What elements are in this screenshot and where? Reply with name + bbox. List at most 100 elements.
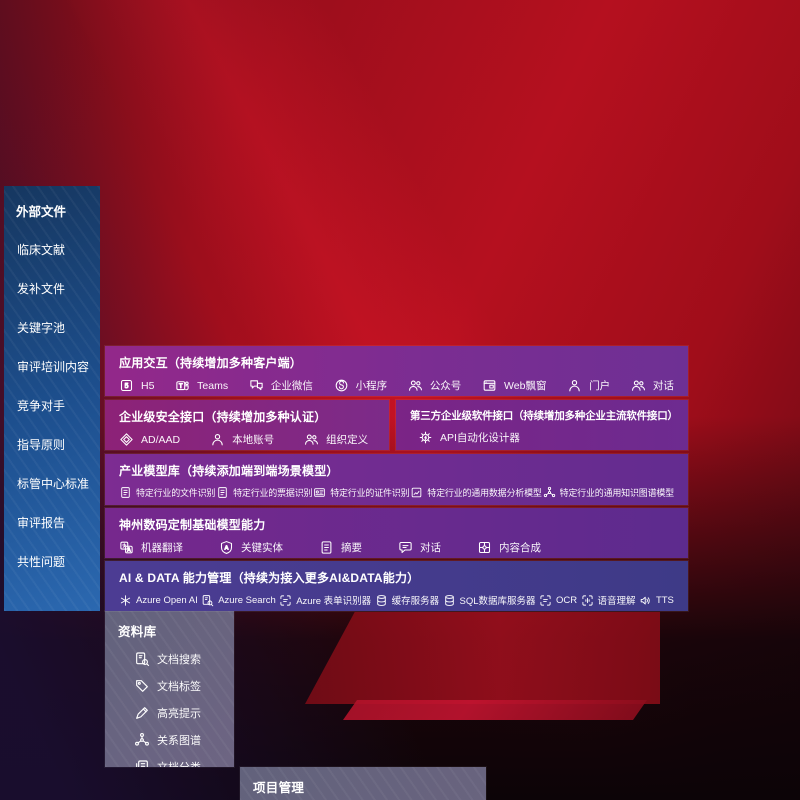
ai-speech: 语音理解: [581, 593, 636, 607]
section-title: 项目管理: [253, 781, 305, 795]
client-h5: H5: [119, 378, 154, 393]
ocr-brackets-icon: [539, 594, 552, 607]
auth-ad-aad: AD/AAD: [119, 432, 180, 447]
tts-sound-icon: [639, 594, 652, 607]
model-data-analysis: 特定行业的通用数据分析模型: [410, 486, 542, 499]
sidebar-item-guidelines: 指导原则: [17, 438, 66, 452]
client-web-window: Web飘窗: [482, 378, 546, 393]
ai-tts: TTS: [639, 594, 674, 607]
client-teams: Teams: [175, 378, 228, 393]
auth-local-account: 本地账号: [210, 432, 274, 447]
ai-azure-search: Azure Search: [201, 594, 276, 607]
client-portal: 门户: [567, 378, 610, 393]
section-title: 资料库: [118, 625, 157, 639]
summary-doc-icon: [319, 540, 334, 555]
sidebar-item-clinical-literature: 临床文献: [17, 243, 66, 257]
section-title: 神州数码定制基础模型能力: [119, 518, 266, 532]
translate-icon: [119, 540, 134, 555]
local-account-icon: [210, 432, 225, 447]
sidebar-item-standards: 标管中心标准: [17, 477, 90, 491]
industry-model-row: 产业模型库（持续添加端到端场景模型） 特定行业的文件识别 特定行业的票据识别 特…: [105, 454, 688, 505]
doc-icon: [119, 486, 132, 499]
tag-icon: [134, 678, 150, 694]
org-people-icon: [304, 432, 319, 447]
model-knowledge-graph: 特定行业的通用知识图谱模型: [543, 486, 674, 499]
section-title: 第三方企业级软件接口（持续增加多种企业主流软件接口）: [410, 410, 678, 422]
sidebar-item-review-reports: 审评报告: [17, 516, 66, 530]
external-files-list: 临床文献 发补文件 关键字池 审评培训内容 竞争对手 指导原则 标管中心标准 审…: [4, 220, 100, 570]
sidebar-item-common-issues: 共性问题: [17, 555, 66, 569]
dialog-people-icon: [631, 378, 646, 393]
doc-search-icon: [134, 651, 150, 667]
compose-puzzle-icon: [477, 540, 492, 555]
model-receipt-recognition: 特定行业的票据识别: [216, 486, 312, 499]
sidebar-item-supplement-files: 发补文件: [17, 282, 66, 296]
doc-classify-icon: [134, 759, 150, 767]
security-interface-row: 企业级安全接口（持续增加多种认证） AD/AAD 本地账号 组织定义: [105, 400, 389, 450]
panel-title: 外部文件: [16, 205, 67, 219]
speech-mic-icon: [581, 594, 594, 607]
api-gear-icon: [418, 430, 433, 445]
mini-program-icon: [334, 378, 349, 393]
ai-azure-openai: Azure Open AI: [119, 594, 198, 607]
knowledge-graph-icon: [134, 732, 150, 748]
receipt-doc-icon: [216, 486, 229, 499]
section-title: 应用交互（持续增加多种客户端）: [119, 356, 303, 370]
feature-doc-search: 文档搜索: [134, 651, 234, 667]
ai-form-recognizer: Azure 表单识别器: [279, 593, 371, 607]
sidebar-item-competitors: 竞争对手: [17, 399, 66, 413]
api-auto-designer: API自动化设计器: [418, 430, 520, 445]
sidebar-item-review-training: 审评培训内容: [17, 360, 90, 374]
web-window-icon: [482, 378, 497, 393]
sidebar-item-keyword-pool: 关键字池: [17, 321, 66, 335]
form-recognizer-icon: [279, 594, 292, 607]
project-management-section: 项目管理 问卷上传 到期预警 点赞感谢 关键信息提取 多样本候选 内部专家排名 …: [240, 767, 486, 800]
feature-doc-tag: 文档标签: [134, 678, 234, 694]
ai-data-row: AI & DATA 能力管理（持续为接入更多AI&DATA能力） Azure O…: [105, 561, 688, 611]
section-title: 企业级安全接口（持续增加多种认证）: [119, 410, 327, 424]
openai-swirl-icon: [119, 594, 132, 607]
sql-server-icon: [443, 594, 456, 607]
client-wechat-work: 企业微信: [249, 378, 313, 393]
knowledge-graph-icon: [543, 486, 556, 499]
capability-compose: 内容合成: [477, 540, 541, 555]
ad-aad-diamond-icon: [119, 432, 134, 447]
external-files-panel: 外部文件 临床文献 发补文件 关键字池 审评培训内容 竞争对手 指导原则 标管中…: [4, 186, 100, 611]
ai-sql-server: SQL数据库服务器: [443, 593, 536, 607]
ai-cache-server: 缓存服务器: [375, 593, 439, 607]
background-red-shape: [305, 612, 660, 704]
library-section: 资料库 文档搜索 文档标签 高亮提示 关系图谱 文档分类: [105, 611, 234, 767]
chat-bubble-icon: [398, 540, 413, 555]
background-red-bar: [342, 700, 648, 720]
feature-highlight: 高亮提示: [134, 705, 234, 721]
thirdparty-interface-row: 第三方企业级软件接口（持续增加多种企业主流软件接口） API自动化设计器: [396, 400, 688, 450]
capability-key-entity: 关键实体: [219, 540, 283, 555]
teams-icon: [175, 378, 190, 393]
h5-icon: [119, 378, 134, 393]
capability-dialog: 对话: [398, 540, 441, 555]
section-title: 产业模型库（持续添加端到端场景模型）: [119, 464, 339, 478]
id-card-icon: [313, 486, 326, 499]
feature-relation-graph: 关系图谱: [134, 732, 234, 748]
client-official-account: 公众号: [408, 378, 461, 393]
portal-person-icon: [567, 378, 582, 393]
capability-summary: 摘要: [319, 540, 362, 555]
cache-server-icon: [375, 594, 388, 607]
section-title: AI & DATA 能力管理（持续为接入更多AI&DATA能力）: [119, 571, 420, 585]
official-account-icon: [408, 378, 423, 393]
client-dialog: 对话: [631, 378, 674, 393]
auth-org-define: 组织定义: [304, 432, 368, 447]
capability-translate: 机器翻译: [119, 540, 183, 555]
base-model-row: 神州数码定制基础模型能力 机器翻译 关键实体 摘要 对话 内容合成: [105, 508, 688, 558]
model-id-recognition: 特定行业的证件识别: [313, 486, 410, 499]
analytics-chart-icon: [410, 486, 423, 499]
client-mini-program: 小程序: [334, 378, 387, 393]
app-interaction-row: 应用交互（持续增加多种客户端） H5 Teams 企业微信 小程序 公众号 We…: [105, 346, 688, 396]
feature-doc-classify: 文档分类: [134, 759, 234, 767]
ai-ocr: OCR: [539, 594, 577, 607]
highlighter-icon: [134, 705, 150, 721]
entity-shield-icon: [219, 540, 234, 555]
model-file-recognition: 特定行业的文件识别: [119, 486, 215, 499]
wechat-work-icon: [249, 378, 264, 393]
